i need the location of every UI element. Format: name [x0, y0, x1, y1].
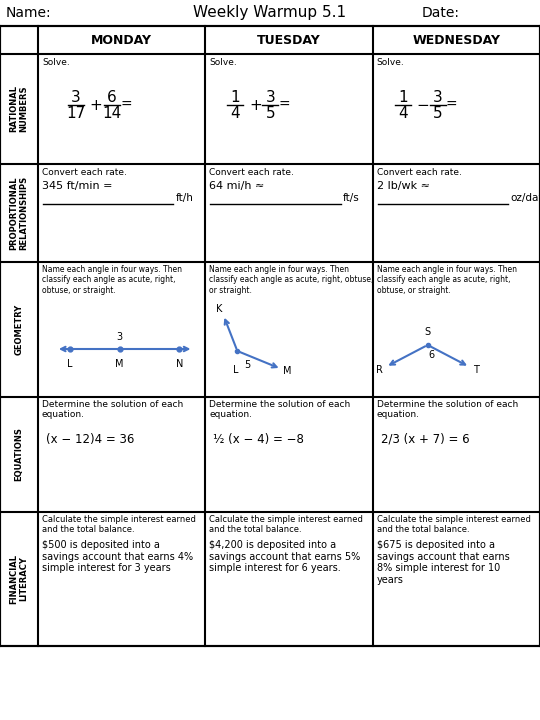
Text: S: S	[424, 327, 431, 337]
Text: RATIONAL
NUMBERS: RATIONAL NUMBERS	[9, 86, 29, 132]
Text: 1: 1	[398, 91, 408, 106]
Text: 5: 5	[433, 106, 442, 120]
Text: Calculate the simple interest earned
and the total balance.: Calculate the simple interest earned and…	[210, 515, 363, 534]
Text: EQUATIONS: EQUATIONS	[15, 428, 24, 482]
Text: 14: 14	[103, 106, 122, 120]
Text: FINANCIAL
LITERACY: FINANCIAL LITERACY	[9, 554, 29, 604]
Text: M: M	[116, 359, 124, 369]
Text: 6: 6	[429, 350, 435, 360]
Text: $4,200 is deposited into a
savings account that earns 5%
simple interest for 6 y: $4,200 is deposited into a savings accou…	[210, 540, 361, 573]
Text: M: M	[283, 366, 292, 376]
Text: Calculate the simple interest earned
and the total balance.: Calculate the simple interest earned and…	[42, 515, 196, 534]
Text: +: +	[249, 97, 262, 112]
Text: 4: 4	[231, 106, 240, 120]
Text: L: L	[233, 365, 238, 375]
Text: $675 is deposited into a
savings account that earns
8% simple interest for 10
ye: $675 is deposited into a savings account…	[377, 540, 509, 585]
Text: =: =	[279, 98, 290, 112]
Text: =: =	[120, 98, 132, 112]
Text: Convert each rate.: Convert each rate.	[377, 168, 462, 177]
Text: 5: 5	[244, 360, 251, 370]
Text: TUESDAY: TUESDAY	[257, 34, 321, 47]
Text: Convert each rate.: Convert each rate.	[210, 168, 294, 177]
Text: N: N	[176, 359, 183, 369]
Text: 3: 3	[266, 91, 275, 106]
Text: ft/h: ft/h	[176, 193, 193, 203]
Text: (x − 12)4 = 36: (x − 12)4 = 36	[46, 433, 134, 446]
Text: Name:: Name:	[6, 6, 52, 20]
Text: T: T	[472, 365, 478, 375]
Text: Solve.: Solve.	[377, 58, 404, 67]
Text: Solve.: Solve.	[210, 58, 237, 67]
Text: ft/s: ft/s	[343, 193, 360, 203]
Text: 2 lb/wk ≈: 2 lb/wk ≈	[377, 181, 430, 191]
Text: 345 ft/min =: 345 ft/min =	[42, 181, 112, 191]
Text: ½ (x − 4) = −8: ½ (x − 4) = −8	[213, 433, 304, 446]
Text: +: +	[90, 97, 103, 112]
Text: 64 mi/h ≈: 64 mi/h ≈	[210, 181, 265, 191]
Text: −: −	[416, 97, 429, 112]
Text: Name each angle in four ways. Then
classify each angle as acute, right,
obtuse, : Name each angle in four ways. Then class…	[377, 265, 517, 294]
Text: =: =	[446, 98, 457, 112]
Text: Determine the solution of each
equation.: Determine the solution of each equation.	[210, 400, 350, 419]
Text: GEOMETRY: GEOMETRY	[15, 304, 24, 355]
Text: Calculate the simple interest earned
and the total balance.: Calculate the simple interest earned and…	[377, 515, 530, 534]
Text: 6: 6	[107, 91, 117, 106]
Text: 5: 5	[266, 106, 275, 120]
Text: R: R	[376, 365, 383, 375]
Text: 17: 17	[66, 106, 86, 120]
Text: Name each angle in four ways. Then
classify each angle as acute, right, obtuse,
: Name each angle in four ways. Then class…	[210, 265, 374, 294]
Text: L: L	[68, 359, 73, 369]
Text: MONDAY: MONDAY	[91, 34, 152, 47]
Text: 3: 3	[117, 332, 123, 342]
Text: 4: 4	[398, 106, 408, 120]
Bar	[0, 26, 540, 646]
Text: oz/day: oz/day	[510, 193, 540, 203]
Text: 1: 1	[231, 91, 240, 106]
Text: Determine the solution of each
equation.: Determine the solution of each equation.	[42, 400, 183, 419]
Text: WEDNESDAY: WEDNESDAY	[413, 34, 501, 47]
Text: PROPORTIONAL
RELATIONSHIPS: PROPORTIONAL RELATIONSHIPS	[9, 176, 29, 250]
Text: K: K	[216, 304, 222, 314]
Text: 2/3 (x + 7) = 6: 2/3 (x + 7) = 6	[381, 433, 469, 446]
Text: Name each angle in four ways. Then
classify each angle as acute, right,
obtuse, : Name each angle in four ways. Then class…	[42, 265, 182, 294]
Text: Solve.: Solve.	[42, 58, 70, 67]
Text: $500 is deposited into a
savings account that earns 4%
simple interest for 3 yea: $500 is deposited into a savings account…	[42, 540, 193, 573]
Text: 3: 3	[433, 91, 443, 106]
Text: Determine the solution of each
equation.: Determine the solution of each equation.	[377, 400, 518, 419]
Text: Weekly Warmup 5.1: Weekly Warmup 5.1	[193, 6, 347, 20]
Text: Convert each rate.: Convert each rate.	[42, 168, 127, 177]
Text: Date:: Date:	[422, 6, 460, 20]
Text: 3: 3	[71, 91, 81, 106]
